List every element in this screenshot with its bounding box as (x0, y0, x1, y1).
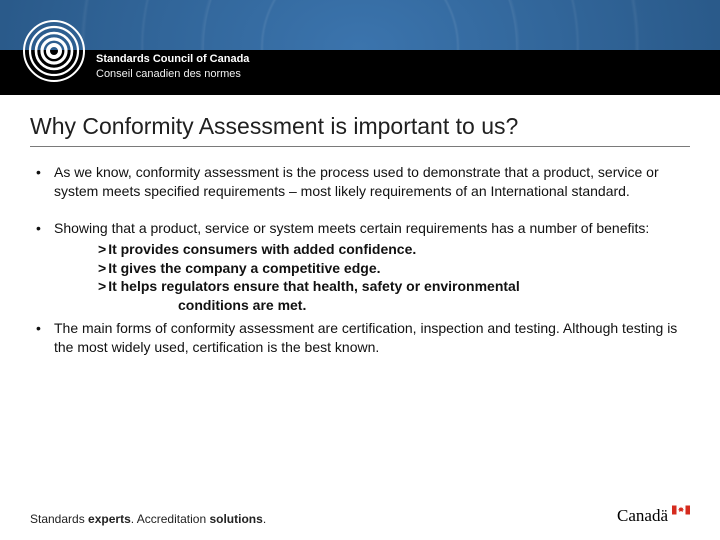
sub-3b: conditions are met. (98, 296, 690, 315)
canada-flag-icon (672, 505, 690, 515)
bullet-3-text: The main forms of conformity assessment … (54, 320, 677, 355)
bullet-2-lead: Showing that a product, service or syste… (54, 220, 649, 236)
bullet-1-text: As we know, conformity assessment is the… (54, 164, 659, 199)
canada-wordmark-text: Canadä (617, 506, 668, 526)
sub-2: >It gives the company a competitive edge… (98, 259, 690, 278)
footer-tagline: Standards experts. Accreditation solutio… (30, 512, 266, 526)
slide-content: Why Conformity Assessment is important t… (0, 95, 720, 357)
org-name-en: Standards Council of Canada (96, 52, 249, 67)
bullet-2-sublist: >It provides consumers with added confid… (54, 240, 690, 316)
bullet-2: Showing that a product, service or syste… (30, 219, 690, 315)
header-banner: Standards Council of Canada Conseil cana… (0, 0, 720, 95)
org-name-fr: Conseil canadien des normes (96, 67, 249, 82)
sub-1: >It provides consumers with added confid… (98, 240, 690, 259)
slide-title: Why Conformity Assessment is important t… (30, 113, 690, 147)
bullet-3: The main forms of conformity assessment … (30, 319, 690, 357)
org-logo-block: Standards Council of Canada Conseil cana… (22, 50, 249, 95)
canada-wordmark: Canadä (617, 506, 690, 526)
org-name: Standards Council of Canada Conseil cana… (96, 52, 249, 82)
scc-logo-icon (22, 19, 86, 83)
sub-3a: >It helps regulators ensure that health,… (98, 277, 690, 296)
header-black-bar: Standards Council of Canada Conseil cana… (0, 50, 720, 95)
footer: Standards experts. Accreditation solutio… (30, 506, 690, 526)
bullet-list: As we know, conformity assessment is the… (30, 163, 690, 357)
bullet-1: As we know, conformity assessment is the… (30, 163, 690, 201)
